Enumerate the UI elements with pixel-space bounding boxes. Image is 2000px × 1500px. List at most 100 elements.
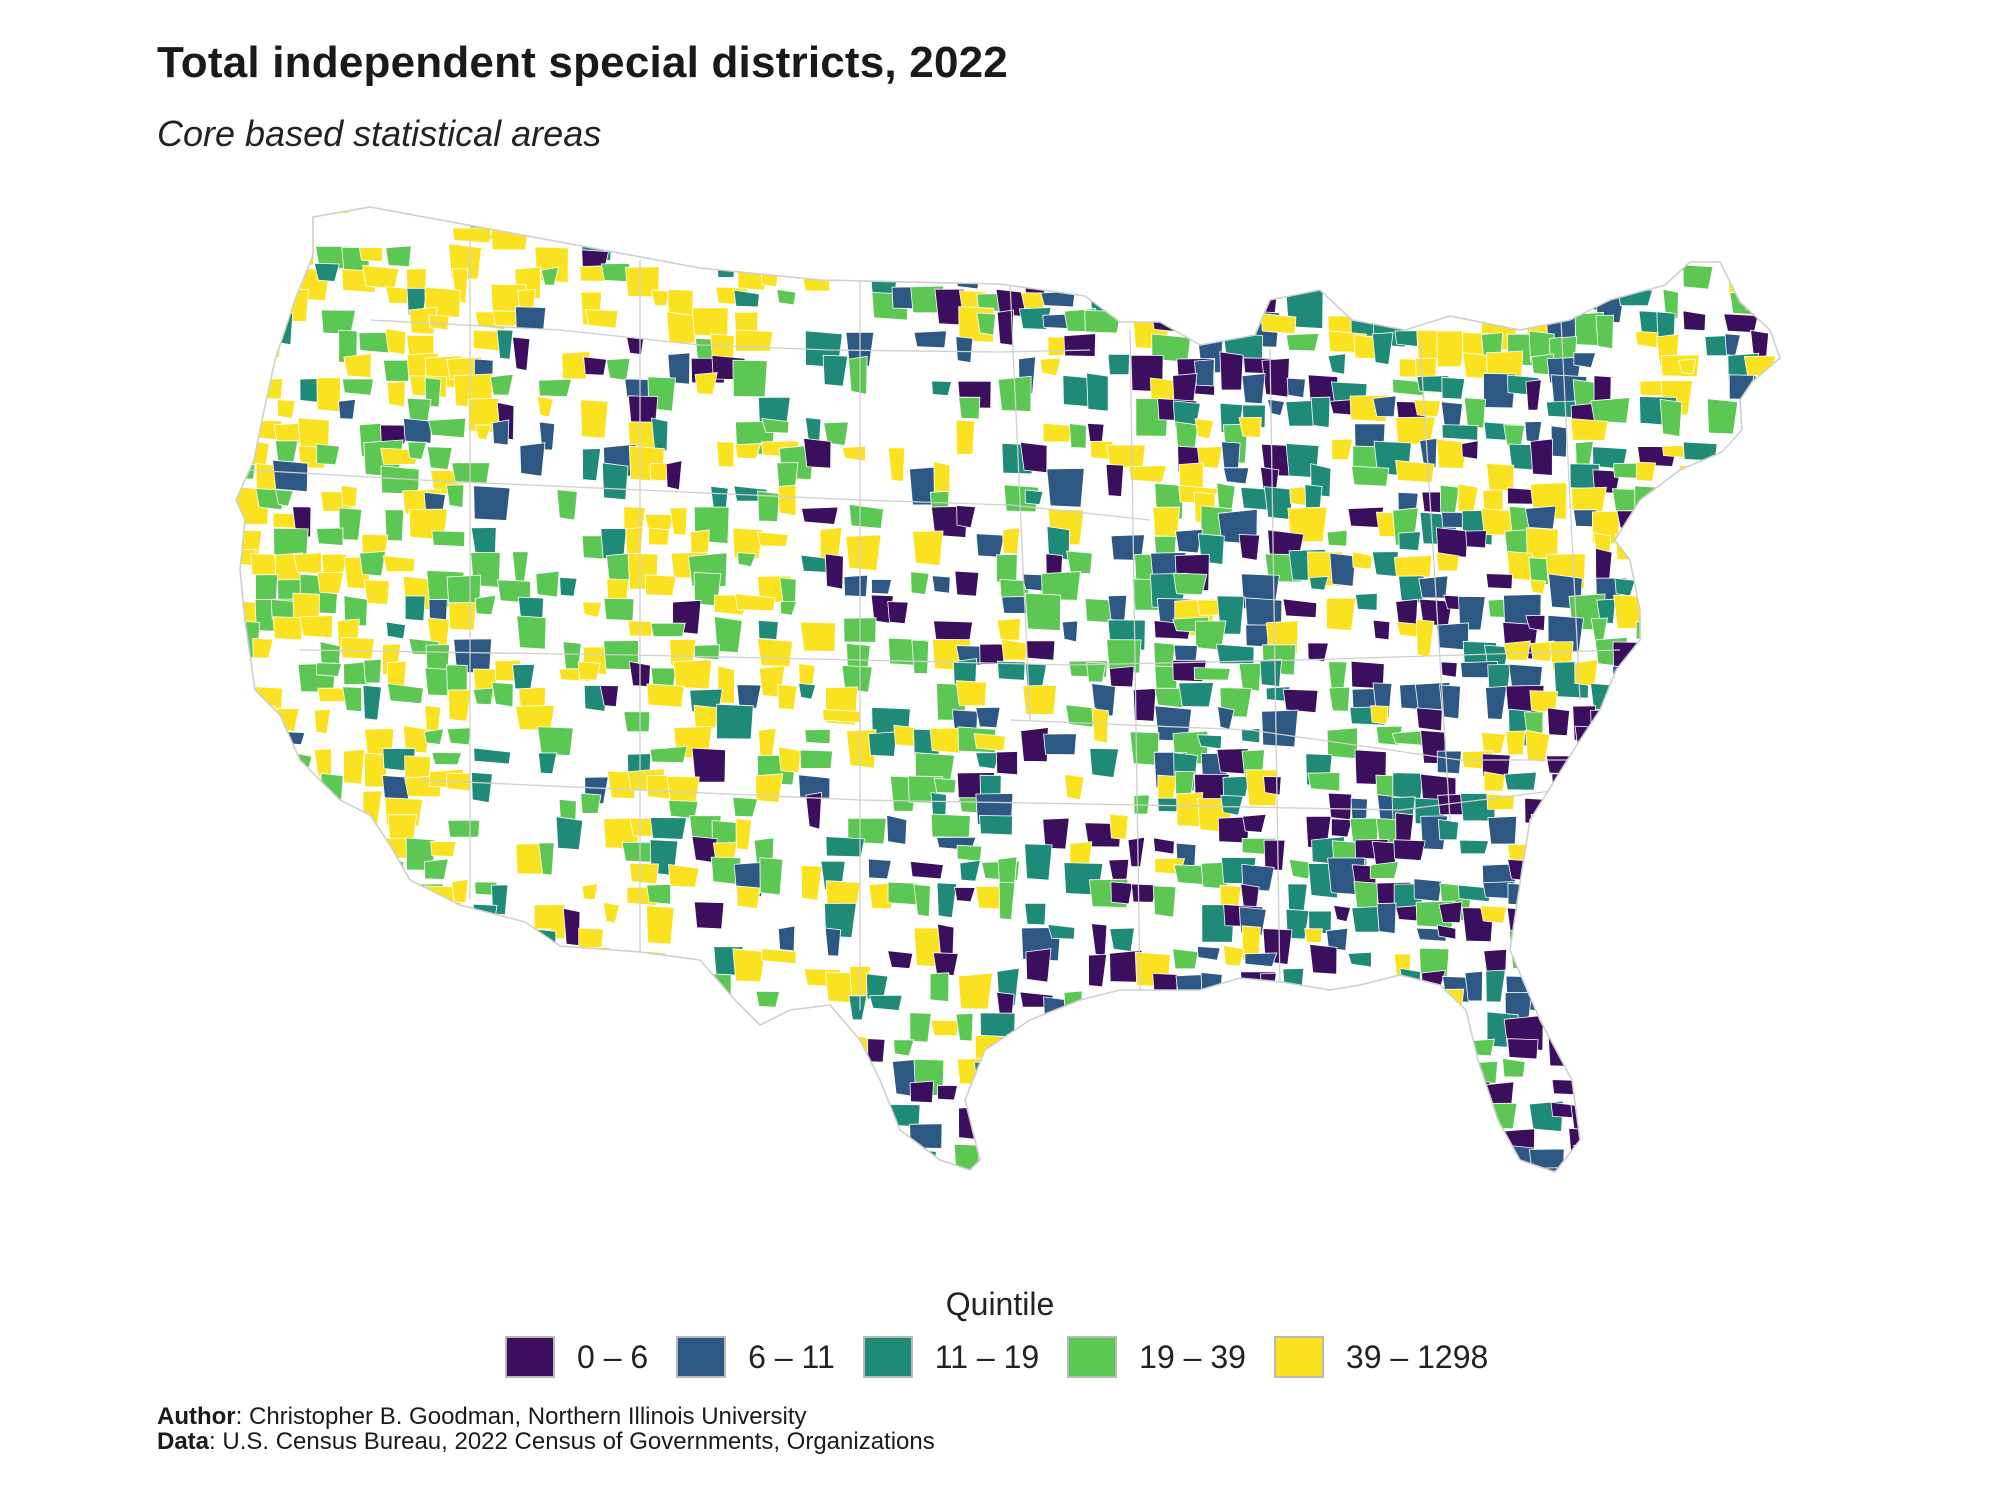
- cbsa-area: [385, 931, 415, 961]
- cbsa-area: [1461, 246, 1479, 265]
- cbsa-area: [299, 614, 334, 639]
- cbsa-area: [1022, 684, 1057, 716]
- cbsa-area: [295, 797, 322, 818]
- legend-label-q4: 19 – 39: [1139, 1338, 1246, 1375]
- cbsa-area: [650, 225, 690, 261]
- cbsa-area: [737, 552, 757, 568]
- cbsa-area: [733, 289, 760, 308]
- cbsa-area: [273, 243, 309, 266]
- cbsa-area: [1375, 1082, 1395, 1097]
- cbsa-area: [472, 903, 498, 927]
- cbsa-area: [1220, 286, 1240, 312]
- cbsa-area: [1260, 1174, 1296, 1187]
- cbsa-area: [954, 570, 980, 597]
- cbsa-area: [668, 864, 700, 888]
- cbsa-area: [1611, 950, 1652, 976]
- cbsa-area: [1216, 1011, 1254, 1044]
- cbsa-area: [665, 460, 683, 491]
- cbsa-area: [470, 527, 497, 555]
- cbsa-area: [1658, 224, 1686, 265]
- cbsa-area: [236, 757, 253, 770]
- legend-swatch-q4: [1067, 1336, 1118, 1378]
- cbsa-area: [1590, 397, 1631, 424]
- cbsa-area: [1659, 398, 1683, 437]
- cbsa-area: [1355, 240, 1374, 278]
- cbsa-area: [1529, 841, 1552, 873]
- cbsa-area: [1263, 486, 1293, 520]
- cbsa-area: [359, 864, 383, 903]
- cbsa-area: [1483, 948, 1508, 975]
- cbsa-area: [1506, 1167, 1524, 1172]
- cbsa-area: [1130, 883, 1157, 903]
- cbsa-area: [273, 794, 306, 811]
- cbsa-area: [1551, 1079, 1579, 1096]
- cbsa-area: [517, 992, 557, 1031]
- cbsa-area: [1769, 398, 1780, 423]
- cbsa-area: [1618, 750, 1637, 779]
- cbsa-area: [582, 1121, 613, 1156]
- cbsa-area: [430, 840, 457, 858]
- cbsa-area: [511, 663, 536, 690]
- cbsa-area: [1616, 1144, 1639, 1162]
- cbsa-area: [317, 1060, 335, 1089]
- cbsa-area: [1393, 554, 1433, 578]
- cbsa-area: [1706, 551, 1737, 575]
- cbsa-area: [1242, 1011, 1263, 1035]
- cbsa-area: [1641, 795, 1661, 814]
- cbsa-area: [1633, 837, 1653, 857]
- cbsa-area: [1680, 1083, 1702, 1103]
- cbsa-area: [538, 842, 555, 876]
- cbsa-area: [1416, 272, 1445, 302]
- cbsa-area: [1461, 207, 1499, 239]
- cbsa-area: [1728, 374, 1755, 400]
- cbsa-area: [1611, 906, 1643, 924]
- cbsa-area: [1727, 1058, 1763, 1077]
- cbsa-area: [755, 990, 781, 1008]
- cbsa-area: [1699, 688, 1718, 704]
- cbsa-area: [644, 574, 677, 597]
- cbsa-area: [601, 972, 629, 1005]
- cbsa-area: [1661, 1017, 1698, 1044]
- cbsa-area: [713, 616, 743, 653]
- cbsa-area: [1661, 730, 1686, 765]
- cbsa-area: [251, 245, 270, 266]
- cbsa-area: [672, 1084, 695, 1118]
- cbsa-area: [343, 748, 365, 785]
- cbsa-area: [1437, 1057, 1465, 1083]
- cbsa-area: [1086, 372, 1109, 412]
- cbsa-area: [601, 462, 629, 501]
- cbsa-area: [247, 685, 283, 721]
- cbsa-area: [253, 705, 276, 725]
- cbsa-area: [1727, 967, 1756, 984]
- cbsa-area: [1331, 1126, 1365, 1161]
- cbsa-area: [1020, 727, 1049, 763]
- cbsa-area: [1194, 267, 1222, 283]
- cbsa-area: [474, 594, 497, 616]
- cbsa-area: [337, 990, 376, 1008]
- cbsa-area: [1772, 968, 1780, 999]
- cbsa-area: [1112, 267, 1142, 284]
- cbsa-area: [1659, 881, 1678, 917]
- cbsa-area: [535, 570, 560, 598]
- cbsa-area: [909, 1012, 932, 1043]
- cbsa-area: [1263, 776, 1282, 796]
- cbsa-area: [1486, 462, 1515, 493]
- cbsa-area: [650, 622, 686, 638]
- cbsa-area: [1067, 244, 1087, 273]
- cbsa-area: [1772, 1057, 1780, 1081]
- cbsa-area: [1437, 818, 1460, 841]
- cbsa-area: [1329, 552, 1357, 587]
- cbsa-area: [1282, 598, 1318, 619]
- cbsa-area: [494, 1054, 530, 1080]
- cbsa-area: [1284, 1103, 1321, 1133]
- cbsa-area: [650, 289, 671, 307]
- cbsa-area: [447, 1036, 489, 1068]
- cbsa-area: [341, 378, 374, 396]
- cbsa-area: [1047, 924, 1076, 940]
- cbsa-area: [1638, 684, 1678, 723]
- cbsa-area: [430, 207, 465, 219]
- cbsa-area: [1436, 552, 1460, 572]
- cbsa-area: [1616, 973, 1644, 998]
- cbsa-area: [1130, 207, 1156, 225]
- cbsa-area: [1332, 1104, 1353, 1128]
